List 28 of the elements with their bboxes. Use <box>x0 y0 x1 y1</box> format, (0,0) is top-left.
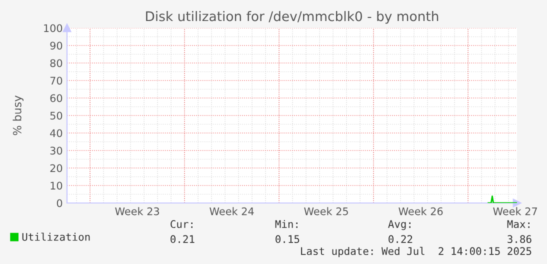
text: 3.86 <box>508 235 532 244</box>
y-tick-label: 50 <box>50 112 62 120</box>
x-tick-label: Week 25 <box>304 207 348 216</box>
y-tick-label: 20 <box>50 164 62 172</box>
x-tick-label: Week 26 <box>398 207 443 216</box>
x-tick-label: Week 27 <box>493 207 537 216</box>
text: 0.22 <box>388 235 412 244</box>
text: Max: <box>507 220 530 228</box>
y-tick-label: 100 <box>44 24 62 32</box>
text: Min: <box>275 220 298 228</box>
y-tick-label: 0 <box>56 199 62 208</box>
text: Last update: Wed Jul 2 14:00:15 2025 <box>301 246 532 258</box>
legend-label: Utilization <box>22 232 90 241</box>
y-axis-title: % busy <box>12 96 24 136</box>
x-tick-label: Week 24 <box>210 207 254 216</box>
y-tick-label: 70 <box>50 76 62 85</box>
y-tick-label: 60 <box>50 94 62 102</box>
chart-title: Disk utilization for /dev/mmcblk0 - by month <box>146 11 438 24</box>
y-tick-label: 80 <box>50 59 62 68</box>
text: 0.15 <box>276 235 300 244</box>
x-tick-label: Week 23 <box>115 207 160 216</box>
text: Cur: <box>170 220 192 228</box>
y-tick-label: 90 <box>50 42 62 50</box>
y-tick-label: 10 <box>50 182 62 190</box>
y-tick-label: 40 <box>50 129 62 138</box>
text: 0.21 <box>170 235 194 244</box>
y-tick-label: 30 <box>50 146 62 155</box>
text: Avg: <box>388 220 410 230</box>
